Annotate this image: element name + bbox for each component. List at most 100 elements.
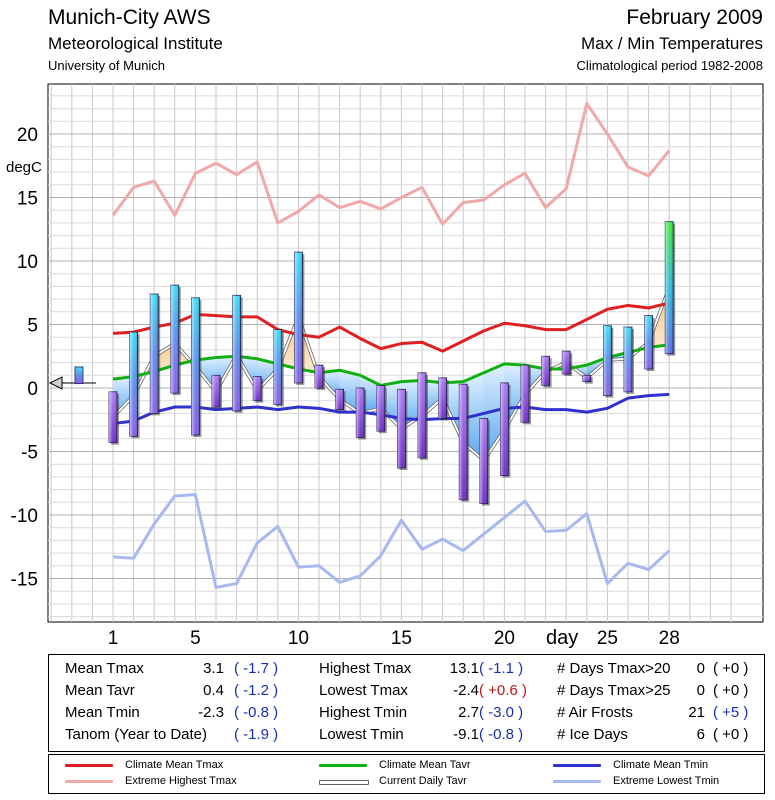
x-tick-label: 25 <box>597 628 618 649</box>
day-bar-highlight <box>562 351 571 375</box>
stat-label: Mean Tmax <box>65 660 144 677</box>
stat-label: Lowest Tmax <box>319 682 408 699</box>
stat-value: 0 <box>696 660 705 677</box>
stat-value: -9.1 <box>453 726 479 743</box>
grid <box>48 84 763 622</box>
stat-label: Highest Tmax <box>319 660 412 677</box>
day-bar-highlight <box>644 315 653 369</box>
day-bar-highlight <box>376 385 385 432</box>
y-tick-label: 5 <box>27 316 38 337</box>
day-bar-highlight <box>438 377 447 419</box>
x-tick-label: 20 <box>494 628 515 649</box>
day-bar-highlight <box>397 389 406 469</box>
series-lines <box>111 102 671 589</box>
climate-mean-tavr-line <box>112 343 670 387</box>
stat-label: # Days Tmax>20 <box>557 660 671 677</box>
stat-value: 21 <box>688 704 705 721</box>
day-bar-highlight <box>603 325 612 396</box>
y-tick-labels: 20 15 10 5 0 -5 -10 -15 <box>11 125 38 591</box>
stat-label: Lowest Tmin <box>319 726 404 743</box>
y-tick-label: -5 <box>21 443 38 464</box>
stat-anomaly: ( -0.8 ) <box>479 726 524 743</box>
extreme-lowest-tmin-line <box>112 493 671 589</box>
stat-anomaly: ( -0.8 ) <box>234 704 279 721</box>
legend-swatch <box>319 780 369 785</box>
y-tick-label: 10 <box>17 252 38 273</box>
day-bar-highlight <box>500 382 509 476</box>
stats-panel: Mean Tmax 3.1 ( -1.7 ) Mean Tavr 0.4 ( -1.2 )… <box>48 654 765 752</box>
x-tick-label: 5 <box>190 628 201 649</box>
day-bar-highlight <box>315 365 323 388</box>
legend-label: Extreme Lowest Tmin <box>613 775 720 787</box>
stat-value: 0.4 <box>203 682 224 699</box>
x-tick-label: 1 <box>108 628 119 649</box>
day-bar-highlight <box>109 391 117 443</box>
legend-label: Climate Mean Tavr <box>379 759 471 771</box>
university-name: University of Munich <box>48 58 166 73</box>
legend-swatch <box>65 780 113 783</box>
day-bar-highlight <box>335 389 344 410</box>
climate-mean-tmin-line <box>112 392 670 426</box>
stat-value: 13.1 <box>449 660 479 677</box>
legend-label: Extreme Highest Tmax <box>125 775 237 787</box>
stat-label: Mean Tmin <box>65 704 140 721</box>
stat-value: 0 <box>696 682 705 699</box>
x-axis-label: day <box>546 627 578 649</box>
x-tick-label: 28 <box>659 628 680 649</box>
day-bar-highlight <box>418 372 426 458</box>
day-bar-highlight <box>459 384 468 500</box>
stat-label: Highest Tmin <box>319 704 408 721</box>
x-tick-label: 10 <box>288 628 309 649</box>
stat-value: 2.7 <box>458 704 479 721</box>
legend-label: Climate Mean Tmin <box>613 759 709 771</box>
day-bar-highlight <box>294 252 303 383</box>
day-bar-highlight <box>665 221 674 354</box>
day-bar-highlight <box>541 356 550 386</box>
stat-anomaly: ( +5 ) <box>713 704 749 721</box>
legend-swatch <box>553 780 601 783</box>
y-tick-label: -15 <box>11 570 38 591</box>
day-bar-highlight <box>232 295 241 411</box>
ytd-arrow <box>48 376 63 390</box>
stat-anomaly: ( +0 ) <box>713 660 749 677</box>
month-title: February 2009 <box>626 6 763 29</box>
stat-value: 3.1 <box>203 660 224 677</box>
day-bar-highlight <box>356 388 365 438</box>
day-bar-highlight <box>170 285 179 394</box>
stat-value: -2.4 <box>453 682 479 699</box>
y-tick-label: 15 <box>17 189 38 210</box>
legend-swatch <box>65 764 113 767</box>
stat-anomaly: ( +0 ) <box>713 726 749 743</box>
legend-swatch <box>553 764 601 767</box>
stat-anomaly: ( -1.9 ) <box>234 726 279 743</box>
daily-bars <box>108 221 676 506</box>
chart-subtitle: Max / Min Temperatures <box>580 34 763 53</box>
extreme-highest-tmax-line <box>111 102 671 226</box>
stat-label: # Days Tmax>25 <box>557 682 671 699</box>
day-bar-highlight <box>582 375 591 382</box>
y-tick-label: 20 <box>17 125 38 146</box>
day-bar-highlight <box>150 294 159 414</box>
day-bar-highlight <box>624 327 632 392</box>
current-daily-tavr-line <box>112 287 671 462</box>
stat-label: Mean Tavr <box>65 682 135 699</box>
stat-anomaly: ( -1.2 ) <box>234 682 279 699</box>
y-axis-label: degC <box>6 159 42 176</box>
stat-value: 6 <box>696 726 705 743</box>
station-title: Munich-City AWS <box>48 6 211 29</box>
stat-value: -2.3 <box>198 704 224 721</box>
day-bar-highlight <box>129 332 138 437</box>
stat-anomaly: ( -1.7 ) <box>234 660 279 677</box>
stat-label: Tanom (Year to Date) <box>65 726 208 743</box>
day-bar-highlight <box>212 375 220 408</box>
ytd-bar <box>74 366 84 385</box>
stat-anomaly: ( -1.1 ) <box>479 660 524 677</box>
stat-label: # Air Frosts <box>557 704 633 721</box>
climatology-period: Climatological period 1982-2008 <box>576 58 763 73</box>
day-bar-highlight <box>273 329 282 405</box>
y-tick-label: 0 <box>27 379 38 400</box>
stat-anomaly: ( -3.0 ) <box>479 704 524 721</box>
stat-anomaly: ( +0 ) <box>713 682 749 699</box>
day-bar-highlight <box>253 376 262 401</box>
x-tick-labels: 1 5 10 15 20 25 28 <box>108 628 680 649</box>
